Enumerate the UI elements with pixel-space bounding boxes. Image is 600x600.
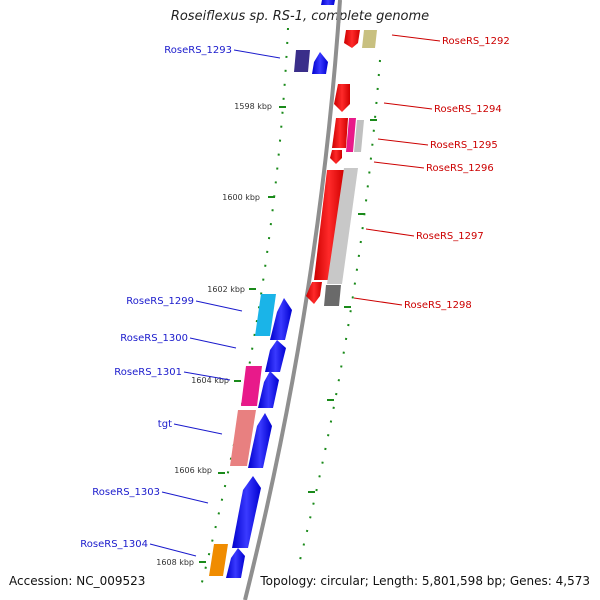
gene-rosers-1294	[334, 84, 350, 112]
gene-rosers-1304-b	[226, 548, 245, 578]
gene-rosers-1292-a	[344, 30, 360, 48]
label-rosers-1298: RoseRS_1298	[404, 300, 472, 311]
kbp-label-1606: 1606 kbp	[174, 466, 212, 475]
label-rosers-1300: RoseRS_1300	[120, 333, 188, 344]
outer-track	[299, 59, 381, 561]
gene-rosers-1301-b	[258, 371, 279, 408]
genome-backbone	[243, 0, 342, 600]
gene-rosers-1304-a	[209, 544, 228, 576]
label-rosers-1294: RoseRS_1294	[434, 104, 502, 115]
gene-tgt-a	[230, 410, 256, 466]
label-rosers-1299: RoseRS_1299	[126, 296, 194, 307]
label-tgt: tgt	[158, 419, 172, 430]
gene-rosers-1299-a	[255, 294, 276, 336]
gene-tgt-b	[248, 413, 272, 468]
kbp-label-1600: 1600 kbp	[222, 193, 260, 202]
genome-title: Roseiflexus sp. RS-1, complete genome	[170, 9, 430, 24]
label-rosers-1297: RoseRS_1297	[416, 231, 484, 242]
gene-rosers-1297-a	[314, 170, 344, 280]
kbp-label-1608: 1608 kbp	[156, 558, 194, 567]
gene-rosers-1293-b	[312, 52, 328, 74]
gene-rosers-1301-a	[241, 366, 262, 406]
label-rosers-1295: RoseRS_1295	[430, 140, 498, 151]
kbp-label-1602: 1602 kbp	[207, 285, 245, 294]
gene-rosers-1299-b	[270, 298, 292, 340]
outer-ticks	[308, 119, 377, 493]
reverse-leaders	[353, 34, 441, 306]
gene-rosers-1303	[232, 476, 261, 548]
accession-text: Accession: NC_009523	[9, 574, 146, 588]
gene-rosers-1295-c	[354, 120, 364, 152]
label-rosers-1303: RoseRS_1303	[92, 487, 160, 498]
label-rosers-1296: RoseRS_1296	[426, 163, 494, 174]
gene-rosers-1295-b	[346, 118, 356, 152]
gene-rosers-1298-a	[306, 282, 322, 304]
label-rosers-1292: RoseRS_1292	[442, 36, 510, 47]
forward-genes	[209, 0, 335, 578]
gene-rosers-1293-a	[294, 50, 310, 72]
gene-rosers-1298-b	[324, 285, 341, 306]
gene-rosers-1300	[265, 340, 286, 372]
label-rosers-1304: RoseRS_1304	[80, 539, 148, 550]
topology-text: Topology: circular; Length: 5,801,598 bp…	[260, 574, 590, 588]
label-rosers-1293: RoseRS_1293	[164, 45, 232, 56]
kbp-ticks	[199, 106, 286, 563]
kbp-label-1604: 1604 kbp	[191, 376, 229, 385]
forward-leaders	[149, 49, 281, 557]
label-rosers-1301: RoseRS_1301	[114, 367, 182, 378]
reverse-genes	[306, 30, 377, 306]
gene-top-stub	[321, 0, 335, 5]
gene-rosers-1292-b	[362, 30, 377, 48]
gene-rosers-1296	[330, 150, 342, 164]
gene-rosers-1295-a	[332, 118, 348, 148]
gene-rosers-1297-b	[327, 168, 358, 284]
kbp-label-1598: 1598 kbp	[234, 102, 272, 111]
